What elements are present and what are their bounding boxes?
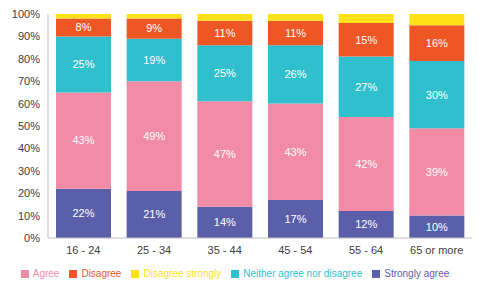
svg-text:30%: 30% (18, 165, 40, 177)
svg-text:10%: 10% (18, 210, 40, 222)
html-text:Disagree: Disagree (81, 268, 122, 279)
svg-text:17%: 17% (284, 213, 306, 225)
svg-text:22%: 22% (72, 207, 94, 219)
svg-text:27%: 27% (355, 81, 377, 93)
svg-text:16 - 24: 16 - 24 (66, 244, 100, 256)
html-text:Neither agree nor disagree: Neither agree nor disagree (243, 268, 363, 279)
html-text:Agree: Agree (32, 268, 60, 279)
svg-text:21%: 21% (143, 208, 165, 220)
svg-text:11%: 11% (214, 27, 235, 39)
svg-text:25%: 25% (72, 58, 94, 70)
svg-text:20%: 20% (18, 187, 40, 199)
svg-text:39%: 39% (426, 166, 448, 178)
svg-text:25%: 25% (214, 67, 236, 79)
svg-text:49%: 49% (143, 130, 165, 142)
svg-text:10%: 10% (426, 221, 448, 233)
svg-text:47%: 47% (214, 148, 236, 160)
svg-text:14%: 14% (214, 216, 236, 228)
svg-text:70%: 70% (18, 75, 40, 87)
html-text:Disagree strongly: Disagree strongly (143, 268, 222, 279)
html-text:Strongly agree: Strongly agree (384, 268, 450, 279)
svg-text:80%: 80% (18, 53, 40, 65)
svg-text:40%: 40% (18, 142, 40, 154)
svg-text:12%: 12% (355, 218, 377, 230)
svg-text:43%: 43% (72, 134, 94, 146)
svg-text:9%: 9% (146, 22, 162, 34)
svg-text:19%: 19% (143, 54, 165, 66)
svg-text:45 - 54: 45 - 54 (278, 244, 312, 256)
svg-text:0%: 0% (24, 232, 40, 244)
svg-text:11%: 11% (285, 27, 306, 39)
svg-text:16%: 16% (426, 37, 448, 49)
svg-text:25 - 34: 25 - 34 (137, 244, 171, 256)
svg-text:50%: 50% (18, 120, 40, 132)
svg-text:15%: 15% (355, 34, 377, 46)
svg-text:42%: 42% (355, 158, 377, 170)
svg-text:26%: 26% (284, 68, 306, 80)
svg-text:65 or more: 65 or more (410, 244, 463, 256)
svg-text:8%: 8% (76, 21, 92, 33)
svg-text:55 - 64: 55 - 64 (349, 244, 383, 256)
svg-text:100%: 100% (12, 8, 40, 20)
svg-text:35 - 44: 35 - 44 (208, 244, 242, 256)
svg-text:60%: 60% (18, 98, 40, 110)
svg-text:43%: 43% (284, 146, 306, 158)
svg-text:90%: 90% (18, 30, 40, 42)
svg-text:30%: 30% (426, 89, 448, 101)
